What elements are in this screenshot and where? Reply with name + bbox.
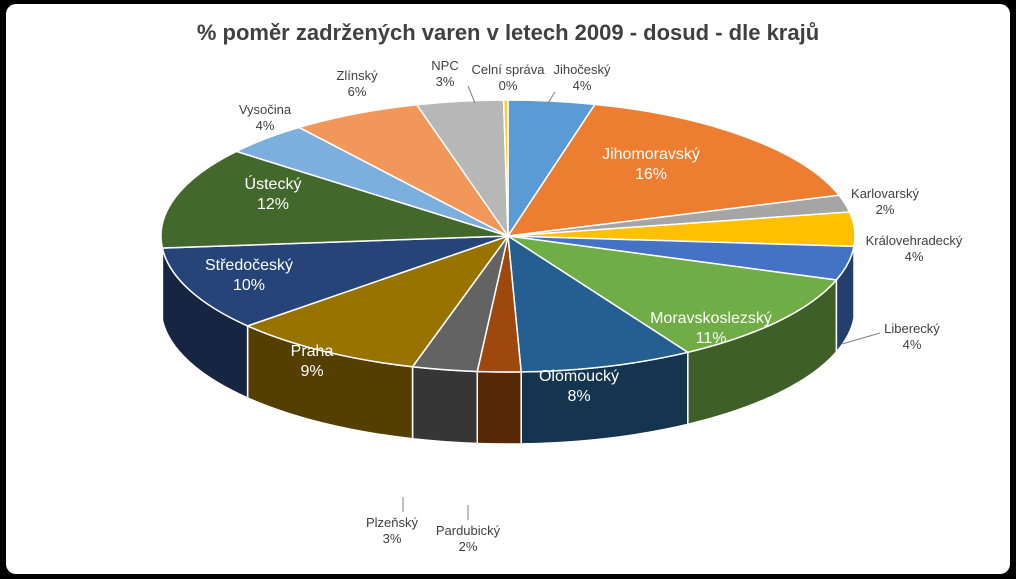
pie-slice-stredocesky [161,235,509,327]
slice-label-olomoucky: Olomoucký [539,368,619,385]
slice-value-karlovarsky: 2% [876,202,895,217]
pie-slice-zlinsky [297,103,509,237]
pie-slice-jihomoravsky [506,103,841,237]
pie-side-pardubicky [476,370,522,445]
slice-value-vysocina: 4% [256,118,275,133]
slice-value-olomoucky: 8% [567,388,590,405]
slice-value-praha: 9% [300,363,323,380]
pie-side-plzensky [411,365,479,445]
slice-value-kralovehradecky: 4% [905,249,924,264]
slice-value-ustecky: 12% [257,196,289,213]
pie-slice-ustecky [160,150,509,249]
chart-title: % poměr zadržených varen v letech 2009 -… [196,20,820,45]
slice-value-jihocesky: 4% [573,78,592,93]
slice-value-stredocesky: 10% [233,277,265,294]
pie-slice-moravskoslezsky [507,235,838,354]
slice-label-stredocesky: Středočeský [205,257,293,274]
slice-label-praha: Praha [291,343,334,360]
slice-label-moravskoslezsky: Moravskoslezský [650,310,772,327]
slice-label-kralovehradecky: Královehradecký [866,233,963,248]
slice-label-jihocesky: Jihočeský [553,62,611,77]
pie-slice-praha [245,234,511,368]
slice-label-plzensky: Plzeňský [366,515,419,530]
leader-line-jihocesky [547,91,556,104]
slice-label-karlovarsky: Karlovarský [851,186,919,201]
pie-slice-olomoucky [507,234,690,373]
pie-slice-celni-sprava [502,99,509,237]
slice-value-liberecky: 4% [903,337,922,352]
slice-value-npc: 3% [436,74,455,89]
slice-value-jihomoravsky: 16% [635,166,667,183]
slice-value-celni-sprava: 0% [499,78,518,93]
slice-label-vysocina: Vysočina [239,102,292,117]
leader-line-liberecky [841,332,881,345]
slice-label-celni-sprava: Celní správa [472,62,546,77]
slice-value-plzensky: 3% [383,531,402,546]
slice-label-liberecky: Liberecký [884,321,940,336]
slice-label-zlinsky: Zlínský [336,68,378,83]
slice-label-npc: NPC [431,58,458,73]
slice-label-ustecky: Ústecký [245,174,302,193]
slice-label-jihomoravsky: Jihomoravský [602,146,700,163]
leader-line-npc [467,85,476,104]
slice-label-pardubicky: Pardubický [436,523,501,538]
slice-value-zlinsky: 6% [348,84,367,99]
slice-value-pardubicky: 2% [459,539,478,554]
slice-value-moravskoslezsky: 11% [696,330,727,347]
